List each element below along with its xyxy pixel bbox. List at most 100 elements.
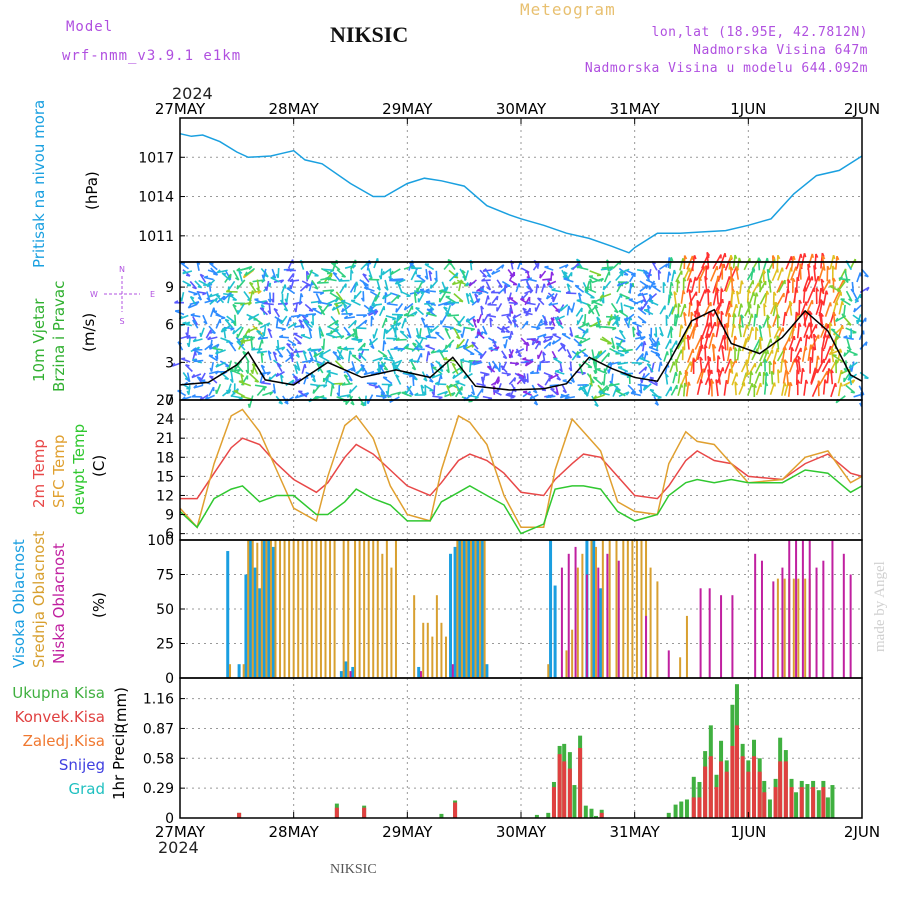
mid-cloud-bar — [615, 540, 618, 678]
wind-arrow-head — [460, 358, 465, 362]
wind-arrow — [577, 314, 584, 325]
wind-arrow — [445, 304, 452, 317]
wind-arrow-head — [286, 342, 291, 346]
wind-arrow-head — [345, 400, 348, 405]
wind-arrow-head — [267, 350, 272, 355]
wind-arrows-layer — [171, 251, 870, 408]
wind-arrow — [773, 326, 781, 339]
wind-arrow-head — [594, 403, 599, 407]
wind-arrow — [675, 270, 683, 283]
low-cloud-bar — [574, 546, 577, 678]
wind-arrow-head — [487, 365, 492, 368]
wind-arrow — [848, 374, 853, 386]
wind-arrow — [336, 268, 347, 278]
wind-arrow — [435, 270, 438, 282]
mid-cloud-bar — [333, 540, 336, 678]
wind-arrow — [622, 348, 633, 352]
wind-arrow-head — [848, 374, 853, 379]
wind-arrow — [732, 335, 736, 350]
wind-arrow-head — [435, 331, 440, 334]
wind-arrow — [669, 257, 672, 269]
total-precip-bar — [439, 813, 444, 818]
wind-arrow-head — [768, 279, 773, 284]
wind-arrow — [368, 383, 379, 388]
wind-arrow-head — [279, 334, 284, 338]
wind-arrow — [630, 392, 641, 397]
wind-arrow-head — [486, 274, 492, 278]
wind-arrow-head — [735, 372, 739, 377]
wind-arrow — [425, 269, 429, 280]
wind-arrow — [318, 327, 322, 339]
wind-arrow — [830, 328, 841, 339]
wind-arrow — [723, 334, 727, 351]
wind-arrow-head — [596, 274, 602, 277]
wind-arrow-head — [519, 375, 524, 379]
wind-arrow-head — [812, 346, 816, 351]
wind-arrow-head — [338, 382, 344, 387]
mid-cloud-bar — [622, 540, 625, 678]
wind-arrow — [838, 277, 851, 281]
wind-arrow-head — [294, 394, 299, 399]
wind-arrow — [260, 352, 264, 363]
convective-precip-bar — [562, 761, 567, 818]
wind-arrow-head — [281, 328, 286, 332]
x-tick-label-top: 30MAY — [496, 100, 547, 118]
wind-arrow-head — [352, 264, 357, 269]
wind-arrow-head — [289, 317, 292, 322]
wind-arrow-head — [688, 289, 693, 294]
wind-arrow-head — [527, 277, 532, 280]
wind-arrow-head — [401, 391, 406, 394]
wind-arrow-head — [355, 281, 359, 286]
wind-arrow-head — [223, 327, 227, 332]
wind-arrow-head — [503, 344, 506, 349]
wind-arrow-head — [339, 356, 344, 360]
wind-arrow — [759, 349, 766, 362]
wind-arrow-head — [426, 308, 432, 311]
wind-arrow — [747, 301, 751, 315]
wind-arrow — [363, 304, 373, 313]
mid-cloud-bar — [797, 578, 800, 678]
wind-arrow-head — [388, 277, 394, 282]
wind-arrow — [813, 265, 817, 282]
wind-arrow-head — [352, 336, 357, 341]
wind-arrow-head — [372, 334, 375, 339]
high-cloud-bar — [592, 540, 596, 678]
wind-arrow-head — [804, 345, 808, 351]
wind-arrow — [641, 341, 646, 352]
wind-arrow — [375, 395, 387, 398]
wind-arrow — [318, 355, 330, 363]
wind-arrow — [591, 300, 603, 307]
y-tick-label: 24 — [156, 412, 174, 428]
x-tick-label-top: 27MAY — [155, 100, 206, 118]
precip-legend: Ukupna Kisa Konvek.Kisa Zaledj.Kisa Snij… — [0, 684, 105, 814]
wind-arrow-head — [427, 351, 431, 356]
wind-arrow-head — [272, 351, 277, 356]
wind-arrow — [360, 261, 369, 271]
wind-arrow-head — [370, 345, 375, 350]
wind-arrow-head — [694, 276, 698, 281]
wind-arrow — [435, 383, 447, 386]
wind-arrow-head — [615, 315, 620, 320]
y-tick-label: 9 — [165, 280, 174, 296]
wind-arrow — [589, 270, 602, 276]
wind-arrow — [748, 291, 755, 305]
wind-arrow-head — [269, 391, 274, 396]
wind-arrow — [666, 271, 670, 283]
wind-arrow-head — [526, 341, 530, 347]
wind-arrow — [424, 263, 435, 271]
wind-arrow-head — [629, 282, 634, 288]
wind-arrow — [226, 315, 236, 324]
wind-arrow-head — [451, 302, 456, 307]
wind-arrow-head — [840, 382, 843, 387]
wind-arrow — [390, 268, 401, 276]
wind-arrow — [350, 299, 361, 306]
low-cloud-bar — [720, 595, 723, 678]
wind-arrow-head — [414, 311, 418, 316]
wind-arrow — [738, 382, 745, 395]
wind-arrow-head — [766, 314, 771, 319]
wind-arrow-head — [683, 277, 687, 282]
wind-arrow — [849, 258, 857, 270]
wind-arrow-head — [491, 270, 495, 275]
wind-arrow-head — [646, 363, 652, 367]
wind-arrow — [410, 270, 417, 281]
